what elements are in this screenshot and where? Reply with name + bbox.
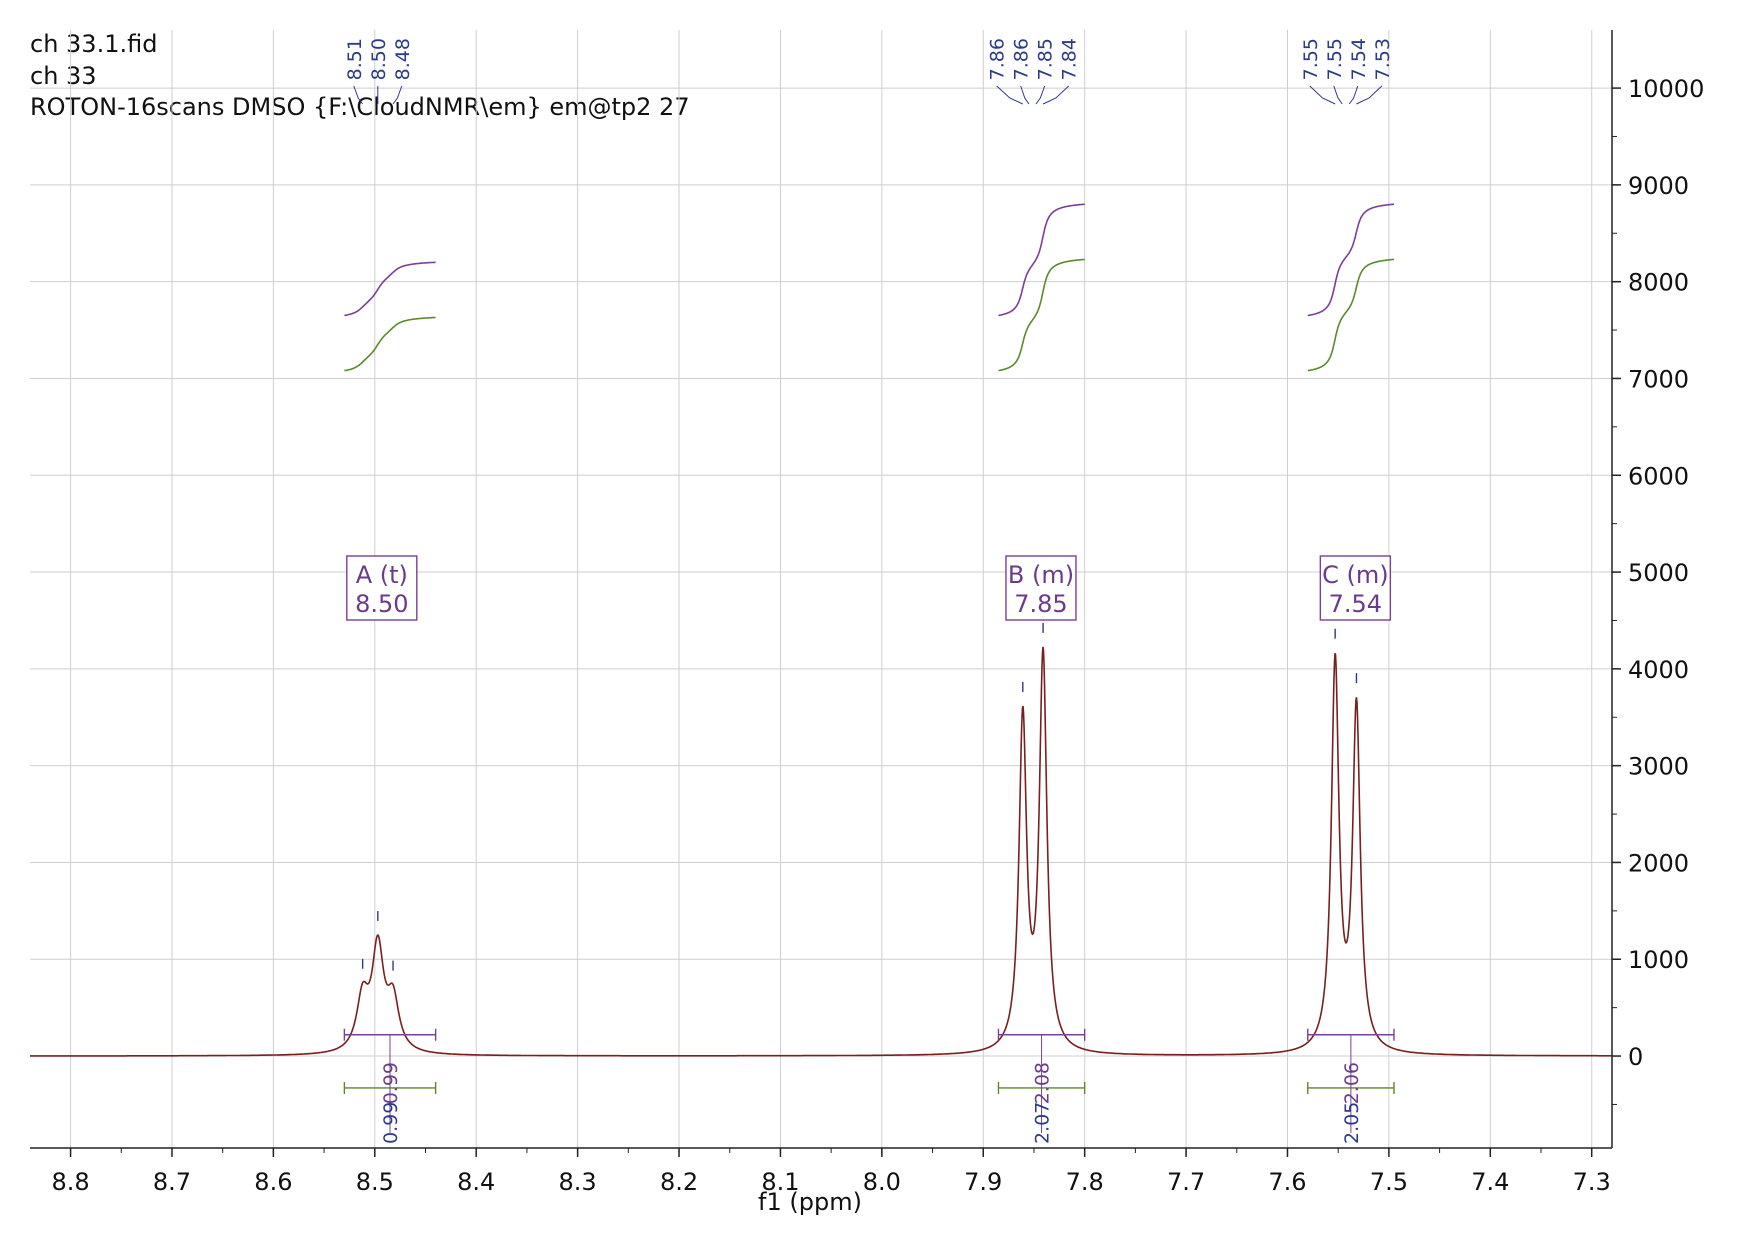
y-tick-label: 10000 xyxy=(1628,75,1704,103)
x-tick-label: 7.9 xyxy=(964,1168,1002,1196)
integral-curve-green xyxy=(998,258,1085,372)
peak-label: 7.84 xyxy=(1059,38,1081,80)
peak-label: 7.85 xyxy=(1035,38,1057,80)
integral-value-purple: 2.08 xyxy=(1032,1062,1054,1104)
spectrum-layer xyxy=(30,646,1612,1057)
integral-curve-green xyxy=(1307,258,1394,372)
peak-label: 7.54 xyxy=(1348,38,1370,80)
multiplet-label: A (t) xyxy=(356,561,408,589)
multiplet-box xyxy=(346,555,418,621)
integral-curve-purple xyxy=(1307,203,1395,317)
integral-value-blue: 0.99 xyxy=(380,1102,402,1144)
peak-leader-line xyxy=(1348,85,1359,105)
integral-curve-purple xyxy=(998,203,1085,317)
peak-leader-line xyxy=(1333,85,1343,105)
multiplet-label: B (m) xyxy=(1008,561,1074,589)
spectrum-trace xyxy=(30,646,1612,1057)
peak-label: 7.86 xyxy=(987,38,1009,80)
header-filename: ch 33.1.fid xyxy=(30,30,158,58)
x-tick-label: 7.5 xyxy=(1370,1168,1408,1196)
x-tick-label: 8.0 xyxy=(863,1168,901,1196)
peak-leader-line xyxy=(353,85,364,105)
multiplet-shift: 8.50 xyxy=(355,590,408,618)
peak-label: 8.50 xyxy=(368,38,390,80)
integral-curve-purple xyxy=(344,261,436,317)
header-experiment: ROTON-16scans DMSO {F:\CloudNMR\em} em@t… xyxy=(30,93,690,121)
x-tick-label: 8.7 xyxy=(153,1168,191,1196)
peak-leader-line xyxy=(392,85,403,105)
y-tick-label: 0 xyxy=(1628,1043,1643,1071)
x-tick-label: 8.5 xyxy=(356,1168,394,1196)
x-tick-label: 8.8 xyxy=(51,1168,89,1196)
y-tick-label: 3000 xyxy=(1628,753,1689,781)
x-tick-label: 7.8 xyxy=(1066,1168,1104,1196)
integral-value-blue: 2.07 xyxy=(1032,1102,1054,1144)
multiplet-label: C (m) xyxy=(1322,561,1389,589)
integral-value-purple: 2.06 xyxy=(1341,1062,1363,1104)
x-tick-label: 7.6 xyxy=(1268,1168,1306,1196)
peak-leader-line xyxy=(996,85,1024,105)
peak-leader-line xyxy=(1020,85,1030,105)
peak-leader-line xyxy=(1309,85,1336,105)
multiplet-shift: 7.54 xyxy=(1329,590,1382,618)
y-tick-label: 2000 xyxy=(1628,849,1689,877)
multiplet-box xyxy=(1319,555,1392,621)
peak-leader-line xyxy=(1035,85,1046,105)
x-tick-label: 8.1 xyxy=(761,1168,799,1196)
peak-label: 8.51 xyxy=(344,38,366,80)
x-tick-label: 7.3 xyxy=(1573,1168,1611,1196)
y-tick-label: 1000 xyxy=(1628,946,1689,974)
integral-value-blue: 2.05 xyxy=(1341,1102,1363,1144)
y-tick-label: 4000 xyxy=(1628,656,1689,684)
peak-leader-line xyxy=(1356,85,1383,105)
header-sample: ch 33 xyxy=(30,62,97,90)
annotation-layer: 0.990.992.082.072.062.05A (t)8.50B (m)7.… xyxy=(343,38,1395,1144)
integral-curve-layer xyxy=(344,203,1395,372)
peak-label: 7.55 xyxy=(1300,38,1322,80)
y-tick-label: 6000 xyxy=(1628,462,1689,490)
x-tick-label: 8.4 xyxy=(457,1168,495,1196)
integral-value-purple: 0.99 xyxy=(380,1062,402,1104)
x-tick-label: 8.2 xyxy=(660,1168,698,1196)
multiplet-shift: 7.85 xyxy=(1014,590,1067,618)
x-tick-label: 7.7 xyxy=(1167,1168,1205,1196)
integral-curve-green xyxy=(344,316,436,372)
x-tick-label: 8.3 xyxy=(559,1168,597,1196)
x-tick-label: 7.4 xyxy=(1471,1168,1509,1196)
y-tick-label: 8000 xyxy=(1628,269,1689,297)
peak-label: 7.55 xyxy=(1324,38,1346,80)
axis-layer: 8.8 8.7 8.6 8.5 8.4 8.3 8.2 8.1 8.0 7.9 7.8 7.7 7.6 7… xyxy=(30,30,1704,1196)
y-tick-label: 5000 xyxy=(1628,559,1689,587)
y-tick-label: 7000 xyxy=(1628,365,1689,393)
x-tick-label: 8.6 xyxy=(254,1168,292,1196)
peak-label: 7.53 xyxy=(1372,38,1394,80)
peak-leader-line xyxy=(1042,85,1070,105)
multiplet-box xyxy=(1005,555,1077,621)
x-axis-title: f1 (ppm) xyxy=(758,1188,862,1216)
peak-label: 8.48 xyxy=(392,38,414,80)
peak-label: 7.86 xyxy=(1011,38,1033,80)
y-tick-label: 9000 xyxy=(1628,172,1689,200)
